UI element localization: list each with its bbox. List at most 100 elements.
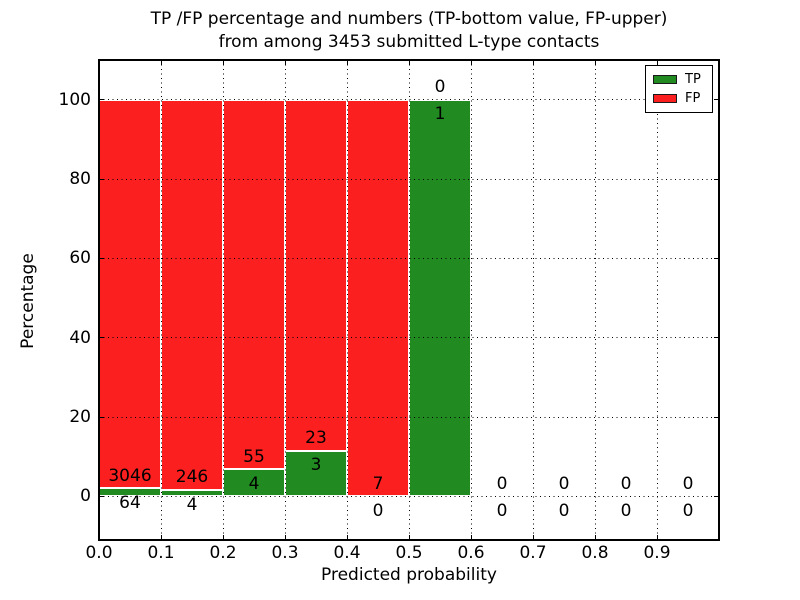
tp-count-label: 0 bbox=[496, 501, 508, 522]
fp-count-label: 0 bbox=[620, 473, 632, 494]
fp-count-label: 0 bbox=[682, 473, 694, 494]
gridline-vertical bbox=[532, 60, 534, 540]
tp-count-label: 0 bbox=[682, 501, 694, 522]
fp-count-label: 55 bbox=[243, 446, 265, 467]
x-tick-mark bbox=[284, 60, 286, 65]
gridline-vertical bbox=[222, 60, 224, 540]
legend-item-tp: TP bbox=[653, 73, 712, 86]
tp-count-label: 0 bbox=[558, 501, 570, 522]
bar-segment-fp bbox=[99, 99, 161, 489]
x-tick-mark bbox=[160, 60, 162, 65]
x-tick-label: 0.8 bbox=[581, 543, 609, 563]
x-tick-mark bbox=[98, 535, 100, 540]
x-tick-mark bbox=[594, 535, 596, 540]
fp-count-label: 246 bbox=[175, 467, 209, 488]
gridline-vertical bbox=[346, 60, 348, 540]
gridline-vertical bbox=[470, 60, 472, 540]
gridline-horizontal bbox=[99, 337, 719, 339]
fp-count-label: 0 bbox=[558, 473, 570, 494]
x-tick-mark bbox=[98, 60, 100, 65]
x-tick-mark bbox=[470, 60, 472, 65]
fp-swatch-icon bbox=[653, 94, 677, 104]
x-tick-label: 0.6 bbox=[457, 543, 485, 563]
legend-item-fp: FP bbox=[653, 92, 712, 105]
tp-count-label: 0 bbox=[620, 501, 632, 522]
gridline-vertical bbox=[408, 60, 410, 540]
fp-count-label: 0 bbox=[496, 473, 508, 494]
fp-count-label: 23 bbox=[305, 427, 327, 448]
chart-title-line-2: from among 3453 submitted L-type contact… bbox=[218, 32, 600, 52]
gridline-vertical bbox=[284, 60, 286, 540]
y-tick-label: 0 bbox=[80, 486, 91, 507]
legend-label-tp: TP bbox=[685, 71, 701, 87]
x-tick-mark bbox=[284, 535, 286, 540]
x-tick-mark bbox=[408, 535, 410, 540]
legend: TP FP bbox=[645, 65, 713, 113]
x-tick-label: 0.2 bbox=[209, 543, 237, 563]
gridline-horizontal bbox=[99, 99, 719, 101]
bar-segment-fp bbox=[347, 99, 409, 497]
x-tick-mark bbox=[656, 60, 658, 65]
y-tick-mark bbox=[714, 99, 719, 101]
x-tick-mark bbox=[408, 60, 410, 65]
x-tick-mark bbox=[346, 60, 348, 65]
gridline-vertical bbox=[160, 60, 162, 540]
legend-label-fp: FP bbox=[685, 91, 701, 107]
x-tick-mark bbox=[532, 60, 534, 65]
chart-title: TP /FP percentage and numbers (TP-bottom… bbox=[99, 8, 719, 54]
y-tick-mark bbox=[714, 337, 719, 339]
x-tick-label: 0.7 bbox=[519, 543, 547, 563]
x-tick-label: 0.9 bbox=[643, 543, 671, 563]
gridline-horizontal bbox=[99, 416, 719, 418]
x-tick-label: 0.0 bbox=[85, 543, 113, 563]
x-tick-label: 0.5 bbox=[395, 543, 423, 563]
tp-count-label: 0 bbox=[372, 501, 384, 522]
bar-segment-fp bbox=[223, 99, 285, 470]
x-tick-mark bbox=[594, 60, 596, 65]
bar-segment-tp bbox=[409, 99, 471, 497]
x-tick-label: 0.4 bbox=[333, 543, 361, 563]
fp-count-label: 7 bbox=[372, 473, 384, 494]
gridline-horizontal bbox=[99, 495, 719, 497]
y-tick-mark bbox=[99, 337, 104, 339]
tp-swatch-icon bbox=[653, 74, 677, 84]
x-tick-mark bbox=[222, 60, 224, 65]
x-tick-mark bbox=[532, 535, 534, 540]
y-tick-mark bbox=[99, 257, 104, 259]
y-tick-label: 100 bbox=[58, 89, 91, 110]
y-tick-mark bbox=[714, 178, 719, 180]
y-tick-mark bbox=[99, 495, 104, 497]
tp-count-label: 64 bbox=[119, 492, 141, 513]
x-tick-mark bbox=[346, 535, 348, 540]
gridline-horizontal bbox=[99, 178, 719, 180]
bar-segment-fp bbox=[161, 99, 223, 490]
y-tick-label: 40 bbox=[69, 327, 91, 348]
plot-area bbox=[98, 60, 719, 540]
tp-count-label: 4 bbox=[248, 474, 260, 495]
bar-segment-tp bbox=[285, 450, 347, 497]
bar-segment-tp bbox=[223, 469, 285, 497]
y-tick-label: 60 bbox=[69, 248, 91, 269]
x-axis-label: Predicted probability bbox=[321, 565, 497, 585]
y-tick-mark bbox=[714, 495, 719, 497]
tp-count-label: 4 bbox=[186, 494, 198, 515]
y-tick-label: 20 bbox=[69, 407, 91, 428]
y-tick-label: 80 bbox=[69, 169, 91, 189]
y-tick-mark bbox=[99, 99, 104, 101]
y-tick-mark bbox=[714, 416, 719, 418]
bar-segment-fp bbox=[285, 99, 347, 451]
tp-count-label: 1 bbox=[434, 104, 446, 125]
y-tick-mark bbox=[99, 178, 104, 180]
gridline-horizontal bbox=[99, 257, 719, 259]
x-tick-mark bbox=[656, 535, 658, 540]
y-tick-mark bbox=[99, 416, 104, 418]
x-tick-label: 0.1 bbox=[147, 543, 175, 563]
gridline-vertical bbox=[594, 60, 596, 540]
fp-count-label: 0 bbox=[434, 76, 446, 97]
gridline-vertical bbox=[656, 60, 658, 540]
x-tick-mark bbox=[160, 535, 162, 540]
tp-count-label: 3 bbox=[310, 455, 322, 476]
y-tick-mark bbox=[714, 257, 719, 259]
fp-count-label: 3046 bbox=[108, 465, 152, 486]
